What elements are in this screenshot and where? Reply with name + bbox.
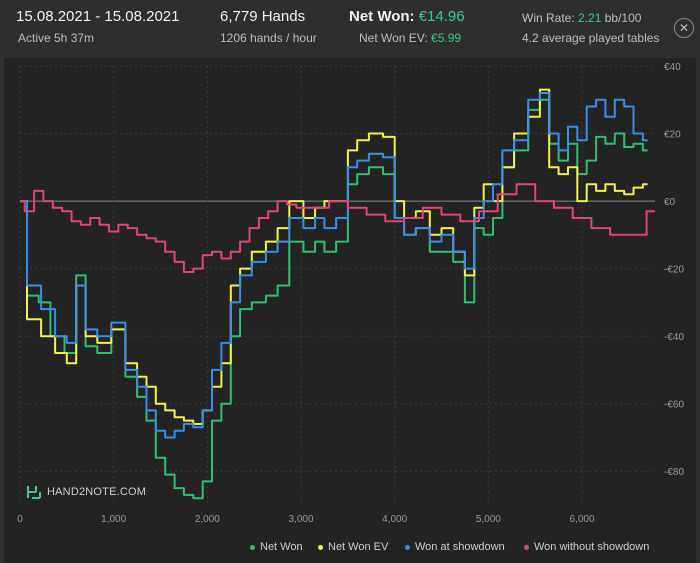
close-button[interactable]: ✕ [674,18,694,38]
legend-label: Net Won [260,541,303,553]
x-tick-label: 0 [17,514,23,525]
x-tick-label: 2,000 [195,514,220,525]
average-tables: 4.2 average played tables [522,31,660,45]
series-line-won-at-showdown [20,92,648,439]
x-tick-label: 5,000 [476,514,501,525]
x-tick-label: 1,000 [101,514,126,525]
legend-net-won-ev[interactable]: Net Won EV [318,541,388,553]
hand2note-logo: HAND2NOTE.COM [26,484,146,500]
x-tick-label: 6,000 [570,514,595,525]
legend-dot-icon [250,544,255,550]
y-tick-label: €0 [664,197,676,208]
win-rate-unit: bb/100 [604,11,642,25]
legend-net-won[interactable]: Net Won [250,541,303,553]
y-tick-label: €40 [664,62,681,73]
series-line-net-won [20,98,648,500]
y-tick-label: -€60 [664,400,684,411]
y-tick-label: -€40 [664,332,684,343]
legend-label: Won without showdown [534,541,650,553]
win-rate: Win Rate: 2.21 bb/100 [522,11,641,25]
x-tick-label: 3,000 [288,514,313,525]
net-won-label: Net Won: [349,8,415,25]
legend-label: Net Won EV [328,541,389,553]
y-tick-label: €20 [664,130,681,141]
y-tick-label: -€20 [664,265,684,276]
hands-count: 6,779 Hands [220,8,306,25]
legend-dot-icon [405,544,410,550]
date-range: 15.08.2021 - 15.08.2021 [16,8,180,25]
net-won-value: €14.96 [418,8,465,25]
net-won-ev-value: €5.99 [431,31,462,45]
net-won-ev-label: Net Won EV: [359,31,428,45]
series-line-won-without-showdown [20,183,655,273]
net-won-ev: Net Won EV: €5.99 [359,31,461,45]
y-tick-label: -€80 [664,467,684,478]
logo-text: HAND2NOTE.COM [47,485,147,498]
legend-dot-icon [318,544,323,550]
net-won: Net Won: €14.96 [349,8,465,25]
win-rate-value: 2.21 [578,11,602,25]
legend-won-at-showdown[interactable]: Won at showdown [405,541,505,553]
active-time: Active 5h 37m [18,31,95,45]
hands-per-hour: 1206 hands / hour [220,31,317,45]
chart-panel [4,58,696,563]
win-rate-label: Win Rate: [522,11,575,25]
legend-dot-icon [524,544,529,550]
legend-won-without-showdown[interactable]: Won without showdown [524,541,649,553]
hand2note-logo-icon [27,486,41,499]
stats-header: 15.08.2021 - 15.08.2021 Active 5h 37m 6,… [0,0,700,58]
legend-label: Won at showdown [415,541,505,553]
x-tick-label: 4,000 [382,514,407,525]
